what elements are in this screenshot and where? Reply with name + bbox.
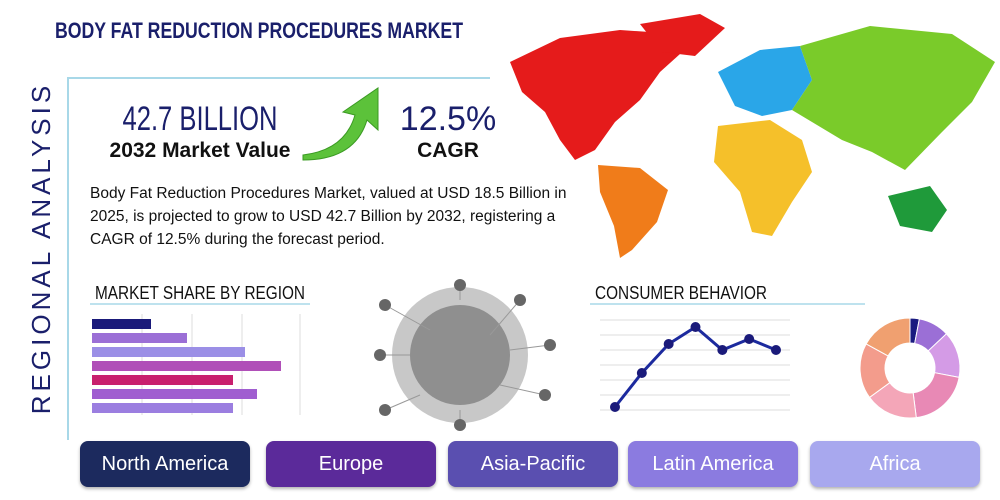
region-button[interactable]: Asia-Pacific (448, 441, 618, 487)
pie-slice (865, 317, 911, 357)
point (744, 334, 755, 344)
bar (92, 361, 281, 371)
region-button[interactable]: Latin America (628, 441, 798, 487)
cagr: 12.5% (400, 100, 496, 138)
region-button[interactable]: Africa (810, 441, 980, 487)
point (717, 345, 728, 355)
point (636, 368, 647, 378)
section-title: CONSUMER BEHAVIOR (595, 283, 767, 303)
region-button[interactable]: North America (80, 441, 250, 487)
growth-arrow (302, 87, 379, 161)
bar (92, 375, 233, 385)
title: BODY FAT REDUCTION PROCEDURES MARKET (55, 18, 463, 43)
bar (92, 389, 257, 399)
bar (92, 347, 245, 357)
world-map (510, 14, 995, 258)
side-label: REGIONAL ANALYSIS (26, 82, 56, 414)
point (771, 345, 781, 355)
cagr-label: CAGR (417, 139, 479, 162)
description: Body Fat Reduction Procedures Market, va… (90, 185, 567, 248)
bar (92, 403, 233, 413)
bar (92, 333, 187, 343)
pie-slice (912, 372, 960, 419)
point (663, 339, 674, 349)
bar (92, 319, 151, 329)
network-globe (374, 279, 556, 431)
region-button[interactable]: Europe (266, 441, 436, 487)
market-value: 42.7 BILLION (123, 100, 278, 138)
market-value-label: 2032 Market Value (110, 139, 291, 162)
point (690, 322, 701, 332)
section-title: MARKET SHARE BY REGION (95, 283, 305, 303)
point (610, 402, 620, 412)
frame (67, 77, 490, 440)
